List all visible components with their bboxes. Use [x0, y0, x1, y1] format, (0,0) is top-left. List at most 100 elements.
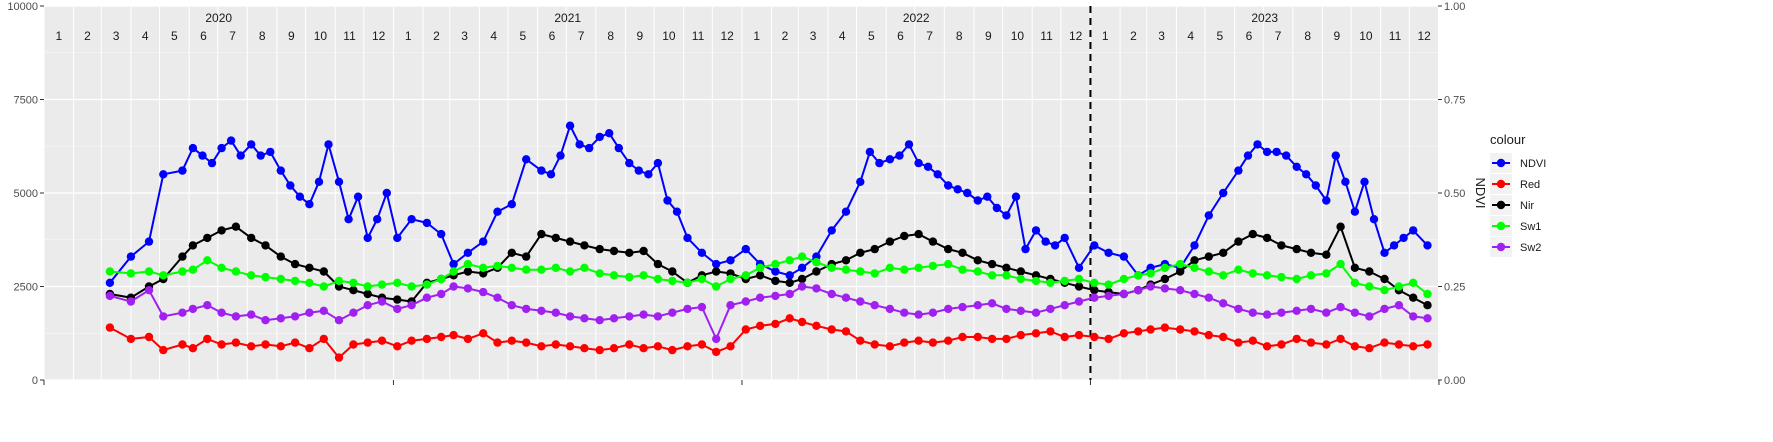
point-sw1	[422, 280, 432, 289]
month-labels: 1 2 3 4 5 6 7 8 9 10 11 12 1 2 3 4 5 6 7 8 9 10 11 12 1 2 3 4 5 6 7 8 9 1…	[55, 29, 1431, 43]
point-nir	[1160, 274, 1170, 284]
point-red	[1292, 334, 1301, 344]
point-red	[697, 340, 707, 349]
point-ndvi	[276, 166, 285, 175]
point-sw2	[841, 293, 851, 302]
point-sw2	[217, 308, 226, 317]
point-sw2	[144, 286, 154, 295]
point-nir	[393, 295, 402, 304]
point-ndvi	[522, 155, 531, 164]
point-red	[565, 342, 575, 351]
point-nir	[625, 248, 634, 257]
point-ndvi	[334, 177, 344, 186]
point-red	[944, 336, 953, 345]
point-sw2	[105, 291, 115, 301]
month-label: 12	[720, 29, 734, 43]
point-sw1	[1016, 274, 1025, 284]
point-sw2	[726, 301, 735, 310]
point-sw2	[178, 308, 187, 317]
point-ndvi	[1050, 241, 1060, 250]
point-ndvi	[1302, 170, 1311, 179]
point-red	[741, 325, 750, 334]
point-red	[377, 336, 387, 345]
point-ndvi	[344, 215, 353, 224]
point-red	[479, 329, 488, 338]
point-sw2	[537, 306, 546, 315]
point-sw2	[885, 304, 895, 314]
point-sw1	[1060, 276, 1069, 286]
point-ndvi	[1360, 177, 1369, 186]
point-red	[1146, 325, 1155, 334]
point-red	[1002, 334, 1011, 344]
point-ndvi	[305, 200, 314, 209]
point-red	[463, 334, 473, 344]
x-axis	[43, 380, 1440, 385]
point-sw1	[958, 265, 967, 274]
point-sw2	[741, 297, 750, 306]
point-nir	[305, 263, 314, 272]
point-sw1	[1119, 274, 1129, 284]
point-ndvi	[373, 215, 382, 224]
point-ndvi	[771, 267, 780, 276]
point-red	[126, 334, 136, 344]
point-red	[159, 345, 168, 355]
point-sw1	[1380, 286, 1389, 295]
point-sw1	[1423, 289, 1432, 299]
point-sw2	[771, 291, 780, 301]
point-ndvi	[605, 129, 614, 138]
point-sw1	[261, 272, 270, 282]
point-nir	[1234, 237, 1243, 246]
month-label: 3	[113, 29, 120, 43]
month-label: 10	[662, 29, 676, 43]
point-sw2	[1160, 284, 1170, 293]
point-red	[1234, 338, 1243, 347]
point-nir	[958, 248, 967, 257]
month-label: 7	[578, 29, 585, 43]
point-sw1	[1190, 263, 1199, 272]
point-sw2	[785, 289, 794, 299]
point-sw1	[463, 259, 473, 269]
point-sw2	[914, 310, 923, 319]
point-ndvi	[1272, 147, 1281, 157]
point-sw1	[159, 271, 168, 280]
y2-tick-label: 1.00	[1444, 1, 1465, 13]
point-sw1	[1394, 282, 1404, 291]
point-red	[144, 332, 154, 342]
point-sw1	[928, 261, 938, 271]
point-sw1	[1248, 269, 1258, 278]
point-nir	[973, 256, 982, 265]
point-sw2	[856, 297, 865, 306]
point-nir	[247, 233, 256, 243]
legend-title: colour	[1490, 132, 1526, 147]
point-sw2	[1423, 314, 1432, 323]
point-sw1	[493, 261, 502, 271]
point-red	[580, 344, 589, 353]
month-label: 8	[259, 29, 266, 43]
month-label: 3	[1158, 29, 1165, 43]
point-nir	[1409, 293, 1418, 302]
point-sw1	[697, 274, 707, 284]
point-sw2	[247, 310, 256, 319]
point-sw2	[1306, 304, 1316, 314]
month-label: 10	[1011, 29, 1025, 43]
point-red	[334, 353, 344, 362]
point-sw2	[755, 293, 765, 302]
point-ndvi	[437, 229, 446, 239]
point-ndvi	[741, 244, 750, 254]
point-ndvi	[1190, 241, 1199, 250]
month-label: 9	[288, 29, 295, 43]
point-ndvi	[644, 170, 653, 179]
point-red	[203, 334, 212, 344]
month-label: 6	[1246, 29, 1253, 43]
point-sw2	[668, 308, 677, 317]
point-nir	[755, 271, 765, 280]
point-nir	[812, 267, 821, 276]
point-ndvi	[546, 170, 556, 179]
month-label: 7	[229, 29, 236, 43]
point-sw2	[580, 314, 589, 323]
point-red	[1160, 323, 1170, 332]
point-red	[785, 314, 794, 323]
point-nir	[203, 233, 212, 243]
point-sw2	[609, 314, 619, 323]
